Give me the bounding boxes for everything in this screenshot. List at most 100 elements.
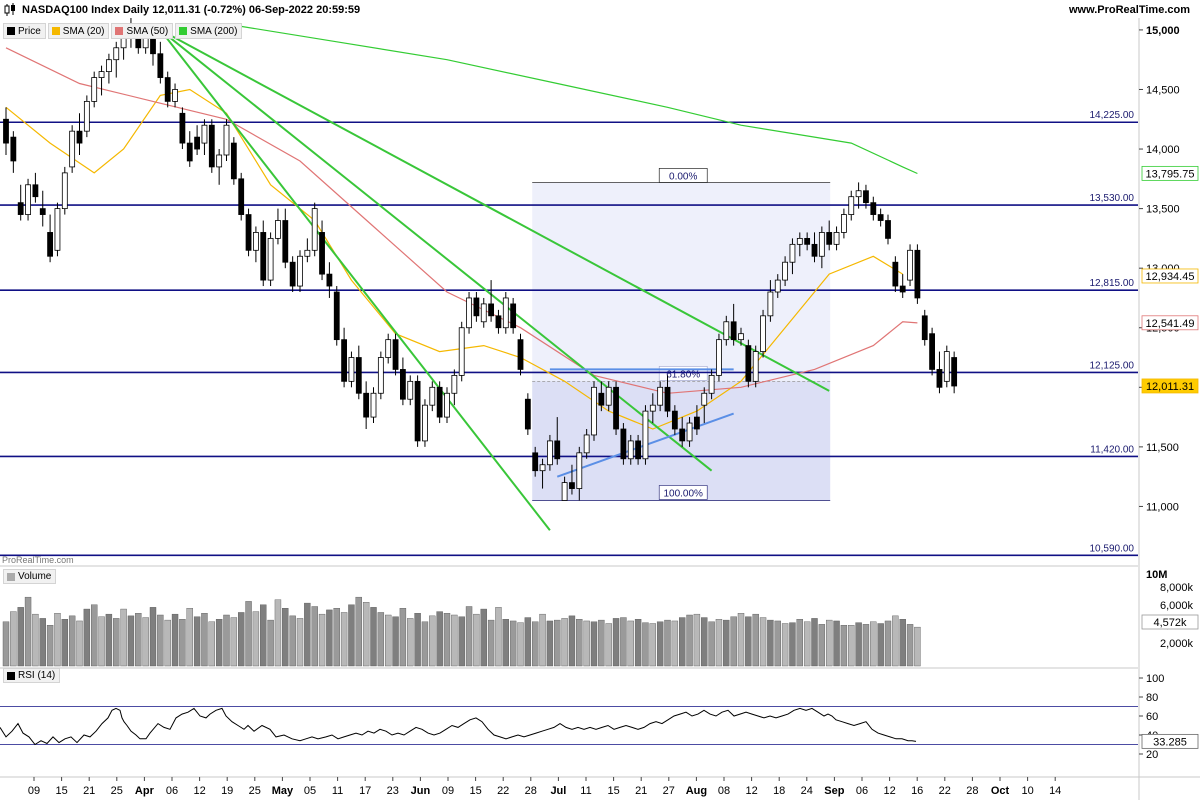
volume-bar: [458, 616, 465, 667]
candle-body: [172, 89, 178, 102]
volume-bar: [465, 606, 473, 667]
volume-bar: [377, 612, 385, 667]
candle-body: [179, 112, 186, 144]
watermark: ProRealTime.com: [2, 555, 74, 565]
legend-sma20[interactable]: SMA (20): [47, 23, 110, 39]
date-tick-label: Aug: [686, 785, 707, 797]
level-label: 11,420.00: [1090, 444, 1134, 455]
volume-bar: [715, 619, 723, 667]
candle-body: [238, 178, 245, 215]
volume-bar: [664, 619, 671, 667]
candlestick-icon: [4, 3, 15, 16]
candle-body: [723, 321, 730, 341]
volume-bar: [193, 616, 201, 667]
date-tick-label: Jun: [411, 785, 431, 797]
volume-bar: [98, 616, 105, 667]
volume-bar: [135, 613, 142, 667]
volume-bar: [634, 619, 642, 667]
date-tick-label: 21: [83, 785, 95, 797]
date-tick-label: Sep: [824, 785, 844, 797]
volume-bar: [429, 615, 436, 667]
candle-body: [466, 297, 472, 329]
candle-body: [877, 214, 884, 221]
volume-bar: [451, 614, 458, 667]
fibonacci-retracement[interactable]: 0.00% 61.80% 100.00%: [532, 168, 831, 501]
sma-line: [226, 23, 918, 175]
date-tick-label: 15: [469, 785, 481, 797]
trendline: [159, 29, 713, 472]
candle-body: [370, 392, 377, 418]
candle-body: [811, 243, 818, 257]
volume-bar: [142, 617, 149, 667]
candle-body: [319, 232, 325, 275]
level-label: 10,590.00: [1090, 543, 1135, 554]
candle-body: [848, 196, 855, 215]
trendline: [159, 29, 551, 531]
volume-bar: [392, 616, 399, 667]
date-tick-label: 11: [332, 785, 343, 797]
candle-body: [47, 232, 53, 257]
date-tick-label: 25: [111, 785, 123, 797]
volume-bar: [311, 606, 318, 667]
candle-body: [620, 428, 627, 460]
candle-body: [3, 118, 9, 144]
candle-body: [414, 380, 421, 442]
volume-bar: [120, 608, 127, 667]
volume-bar: [24, 596, 32, 667]
volume-bar: [598, 619, 605, 667]
volume-bar: [39, 618, 46, 667]
candle-body: [627, 440, 634, 460]
volume-bar: [46, 625, 54, 667]
volume-panel-label[interactable]: Volume: [3, 569, 57, 584]
candlesticks: [3, 18, 958, 501]
candle-body: [804, 237, 811, 245]
legend-sma50[interactable]: SMA (50): [111, 23, 174, 39]
volume-bar: [583, 620, 590, 667]
date-tick-label: 05: [304, 785, 316, 797]
fib-label-100-box: [658, 485, 708, 500]
candle-body: [738, 333, 744, 341]
candle-body: [547, 440, 553, 466]
candle-body: [863, 190, 869, 204]
value-label: 12,934.45: [1146, 271, 1195, 283]
volume-bar: [605, 623, 612, 667]
candle-body: [649, 404, 656, 412]
candle-body: [304, 249, 311, 257]
volume-bar: [282, 608, 289, 667]
volume-bar: [61, 619, 68, 667]
rsi-tick-label: 20: [1146, 749, 1158, 761]
volume-bar: [862, 624, 870, 667]
candle-body: [297, 255, 303, 287]
volume-bar: [796, 619, 803, 667]
site-name[interactable]: www.ProRealTime.com: [1068, 4, 1190, 16]
volume-bar: [708, 621, 715, 667]
date-tick-label: 24: [801, 785, 813, 797]
candle-body: [517, 339, 524, 370]
volume-bar: [149, 607, 157, 667]
volume-bar: [576, 619, 583, 667]
date-tick-label: 09: [442, 785, 454, 797]
candle-body: [826, 232, 833, 245]
rsi-tick-label: 60: [1146, 711, 1158, 723]
volume-bar: [517, 622, 524, 667]
volume-bar: [649, 623, 656, 667]
date-tick-label: Apr: [135, 785, 155, 797]
volume-bar: [223, 614, 230, 667]
rsi-panel-label[interactable]: RSI (14): [3, 668, 61, 683]
candle-body: [752, 351, 759, 382]
date-tick-label: 19: [221, 785, 233, 797]
volume-bar: [370, 607, 377, 667]
candle-body: [554, 440, 561, 460]
legend-sma200[interactable]: SMA (200): [175, 23, 243, 39]
candle-body: [216, 154, 223, 168]
candle-body: [267, 237, 274, 281]
volume-bar: [848, 625, 855, 667]
volume-bar: [421, 621, 429, 667]
volume-bar: [620, 617, 627, 667]
volume-bar: [414, 613, 421, 667]
candle-body: [252, 232, 259, 251]
trendlines[interactable]: [159, 29, 830, 531]
value-label-box: [1141, 378, 1199, 394]
legend-price[interactable]: Price: [3, 23, 46, 39]
